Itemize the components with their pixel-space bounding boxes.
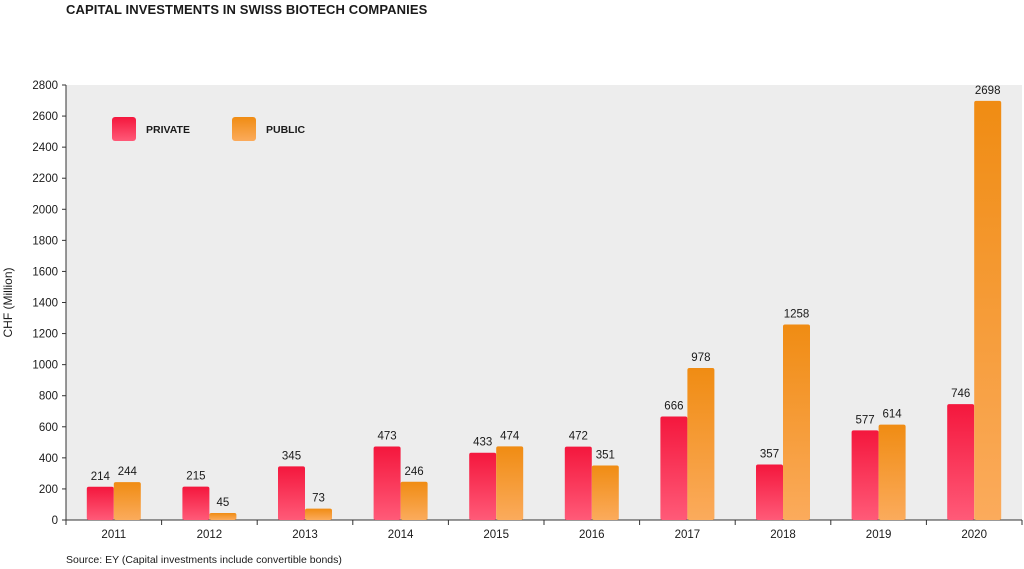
x-tick-label: 2020: [961, 529, 987, 541]
value-label: 472: [569, 431, 588, 443]
value-label: 45: [217, 497, 230, 509]
bars: [86, 100, 1002, 520]
bar-public: [209, 513, 237, 520]
bar-private: [86, 486, 114, 520]
bar-private: [851, 430, 879, 520]
legend-swatch-private: [112, 117, 136, 141]
y-tick-label: 2400: [32, 142, 58, 154]
bar-private: [182, 486, 210, 520]
x-axis: 2011 2012 2013 2014 2015 2016 2017 2018 2019 2020: [65, 519, 1023, 541]
bar-public: [113, 482, 141, 520]
x-tick-label: 2013: [292, 529, 318, 541]
y-tick-label: 2200: [32, 173, 58, 185]
y-tick-label: 1600: [32, 266, 58, 278]
x-tick-label: 2014: [388, 529, 414, 541]
value-label: 614: [883, 409, 903, 421]
bar-private: [373, 446, 401, 520]
bar-public: [400, 481, 428, 520]
y-tick-label: 400: [39, 453, 58, 465]
y-axis: 0 200 400 600 800 1000 1200 1400 1600 1800 2000 220…: [32, 80, 67, 527]
x-tick-label: 2016: [579, 529, 605, 541]
value-label: 345: [282, 450, 301, 462]
y-tick-label: 2800: [32, 80, 58, 92]
value-label: 746: [951, 388, 970, 400]
y-tick-label: 800: [39, 391, 58, 403]
bar-public: [878, 424, 906, 520]
value-label: 473: [378, 431, 397, 443]
value-label: 246: [405, 466, 424, 478]
bar-private: [278, 466, 305, 520]
value-label: 73: [312, 493, 325, 505]
value-label: 351: [596, 449, 615, 461]
bar-chart: 0 200 400 600 800 1000 1200 1400 1600 1800 2000 220…: [1, 80, 1023, 541]
legend-swatch-public: [232, 117, 256, 141]
bar-public: [496, 446, 524, 520]
value-label: 474: [500, 430, 520, 442]
value-label: 244: [118, 466, 138, 478]
x-tick-label: 2011: [101, 529, 126, 541]
bar-public: [687, 368, 715, 520]
value-label: 577: [856, 414, 875, 426]
legend-label-public: PUBLIC: [266, 124, 306, 136]
value-label: 357: [760, 449, 779, 461]
bar-private: [469, 452, 497, 520]
y-tick-label: 0: [52, 515, 58, 527]
value-label: 1258: [784, 309, 810, 321]
y-tick-label: 1400: [32, 298, 58, 310]
chart-title: CAPITAL INVESTMENTS IN SWISS BIOTECH COM…: [66, 2, 428, 17]
x-tick-label: 2015: [483, 529, 509, 541]
y-tick-label: 200: [39, 484, 58, 496]
source-note: Source: EY (Capital investments include …: [66, 554, 342, 566]
y-tick-label: 2600: [32, 111, 58, 123]
data-labels: 214 215 345 473 433 472 666 357 577 746 244 45 73 246…: [91, 85, 1001, 509]
value-label: 433: [473, 437, 492, 449]
bar-public: [783, 324, 810, 520]
x-tick-label: 2019: [866, 529, 892, 541]
x-tick-label: 2018: [770, 529, 796, 541]
y-tick-label: 2000: [32, 204, 58, 216]
value-label: 215: [186, 471, 205, 483]
bar-private: [660, 416, 688, 520]
bar-public: [305, 508, 332, 520]
value-label: 2698: [975, 85, 1001, 97]
x-tick-label: 2012: [197, 529, 223, 541]
bar-public: [974, 100, 1002, 520]
value-label: 978: [691, 352, 710, 364]
bar-private: [947, 404, 975, 520]
y-tick-label: 1200: [32, 329, 58, 341]
value-label: 666: [664, 401, 683, 413]
bar-public: [591, 465, 619, 520]
y-tick-label: 600: [39, 422, 58, 434]
legend-label-private: PRIVATE: [146, 124, 190, 136]
y-tick-label: 1000: [32, 360, 58, 372]
y-tick-label: 1800: [32, 235, 58, 247]
y-axis-title: CHF (Million): [1, 268, 15, 338]
bar-private: [756, 464, 783, 520]
value-label: 214: [91, 471, 111, 483]
x-tick-label: 2017: [675, 529, 701, 541]
bar-private: [564, 446, 592, 520]
legend: PRIVATE PUBLIC: [112, 117, 306, 141]
